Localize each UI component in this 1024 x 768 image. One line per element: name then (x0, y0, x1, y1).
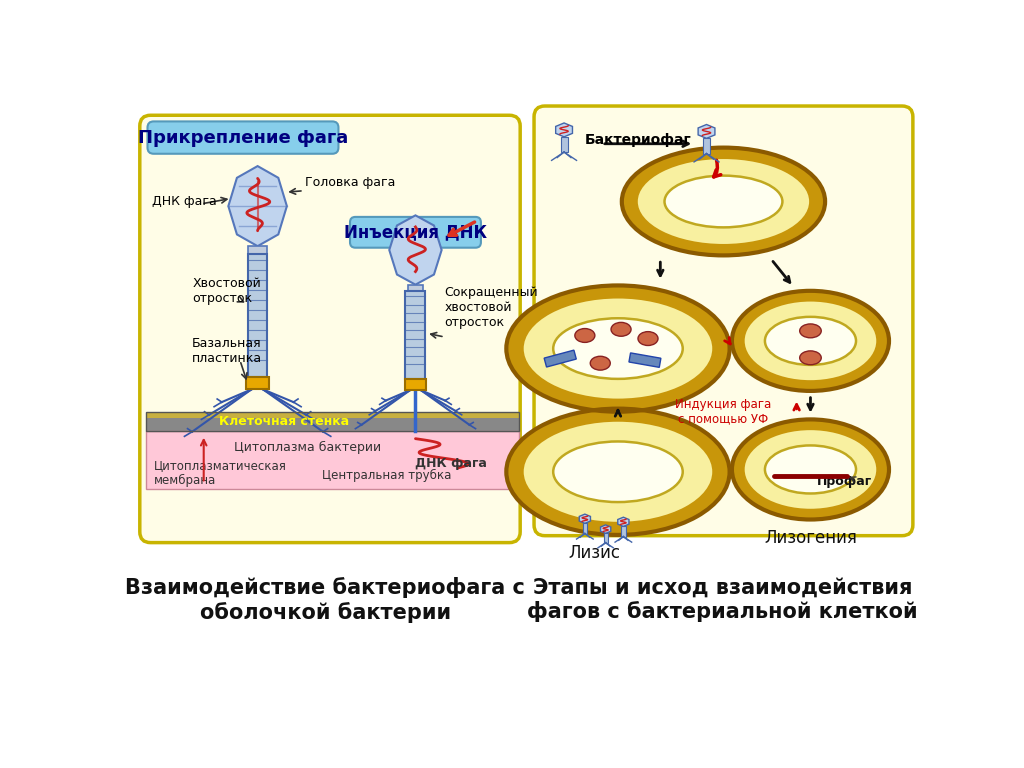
Text: Прикрепление фага: Прикрепление фага (138, 128, 348, 147)
Bar (603, 533, 608, 543)
Text: Клеточная стенка: Клеточная стенка (219, 415, 349, 429)
Bar (621, 526, 626, 537)
Bar (249, 254, 267, 377)
Bar (146, 412, 518, 418)
Bar (249, 247, 267, 254)
Ellipse shape (765, 317, 856, 365)
Text: Лизогения: Лизогения (764, 528, 857, 547)
Bar (408, 285, 423, 291)
Ellipse shape (553, 442, 683, 502)
Ellipse shape (553, 318, 683, 379)
Polygon shape (617, 517, 629, 526)
Text: Профаг: Профаг (816, 475, 871, 488)
Ellipse shape (590, 356, 610, 370)
Polygon shape (698, 124, 715, 138)
Text: Взаимодействие бактериофага с
оболочкой бактерии: Взаимодействие бактериофага с оболочкой … (125, 578, 525, 623)
Text: Центральная трубка: Центральная трубка (322, 469, 451, 482)
Ellipse shape (800, 351, 821, 365)
Ellipse shape (638, 332, 658, 346)
Text: Цитоплазма бактерии: Цитоплазма бактерии (234, 442, 381, 455)
FancyBboxPatch shape (350, 217, 481, 248)
Polygon shape (629, 353, 660, 367)
Text: Цитоплазматическая
мембрана: Цитоплазматическая мембрана (154, 459, 287, 488)
FancyBboxPatch shape (535, 106, 912, 536)
Bar (246, 377, 269, 389)
Text: ДНК фага: ДНК фага (153, 195, 217, 208)
Bar (560, 137, 567, 152)
Ellipse shape (506, 286, 730, 412)
Ellipse shape (743, 429, 878, 511)
Ellipse shape (636, 157, 811, 246)
Bar (703, 138, 710, 154)
Polygon shape (228, 166, 287, 247)
Bar (146, 412, 518, 431)
Text: Головка фага: Головка фага (304, 176, 395, 189)
Text: Базальная
пластинка: Базальная пластинка (193, 337, 262, 365)
Text: Сокращенный
хвостовой
отросток: Сокращенный хвостовой отросток (444, 286, 539, 329)
FancyBboxPatch shape (147, 121, 339, 154)
Bar (406, 291, 425, 379)
Text: ДНК фага: ДНК фага (416, 457, 487, 470)
Text: Лизис: Лизис (569, 545, 621, 562)
Ellipse shape (574, 329, 595, 343)
FancyBboxPatch shape (140, 115, 520, 543)
Ellipse shape (732, 291, 889, 391)
Bar (583, 523, 587, 534)
Polygon shape (580, 514, 591, 523)
Ellipse shape (765, 445, 856, 494)
Polygon shape (600, 525, 610, 533)
Polygon shape (544, 350, 577, 367)
Ellipse shape (611, 323, 631, 336)
Ellipse shape (800, 324, 821, 338)
Text: Индукция фага
с помощью УФ: Индукция фага с помощью УФ (676, 398, 772, 425)
Text: Этапы и исход взаимодействия
фагов с бактериальной клеткой: Этапы и исход взаимодействия фагов с бак… (527, 578, 918, 621)
Text: Бактериофаг: Бактериофаг (585, 133, 691, 147)
Ellipse shape (506, 409, 730, 535)
Ellipse shape (732, 419, 889, 519)
Ellipse shape (522, 296, 714, 400)
Ellipse shape (665, 176, 782, 227)
Bar (404, 379, 426, 390)
Bar (146, 431, 518, 488)
Bar (146, 418, 518, 431)
Ellipse shape (522, 420, 714, 524)
Ellipse shape (622, 147, 825, 256)
Text: Хвостовой
отросток: Хвостовой отросток (193, 276, 261, 305)
Ellipse shape (743, 300, 878, 382)
Polygon shape (556, 123, 572, 137)
Polygon shape (389, 215, 441, 285)
Text: Инъекция ДНК: Инъекция ДНК (344, 223, 487, 241)
